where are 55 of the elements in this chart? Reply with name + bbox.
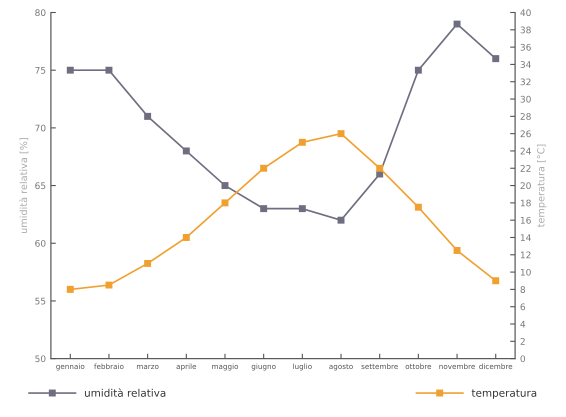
y2-tick-label: 18: [520, 200, 531, 206]
y2-tick-label: 6: [520, 303, 526, 310]
y2-tick-label: 20: [520, 182, 531, 190]
point: [66, 286, 74, 293]
y2-tick-label: 34: [520, 61, 531, 68]
point: [105, 66, 112, 74]
point: [492, 55, 500, 62]
y2-tick-label: 10: [520, 268, 531, 276]
point: [105, 282, 112, 289]
y-tick-label: 50: [35, 355, 46, 362]
y-tick-label: 70: [35, 124, 46, 132]
y2-tick-label: 32: [520, 78, 531, 86]
y2-tick-label: 26: [520, 130, 531, 138]
y2-tick-label: 30: [520, 96, 531, 103]
y2-tick-label: 40: [520, 9, 531, 16]
point: [66, 66, 74, 74]
point: [454, 246, 461, 254]
point: [338, 216, 344, 224]
point: [492, 277, 500, 284]
legend-label: temperatura: [472, 389, 536, 399]
y2-axis-title: temperatura [°C]: [536, 144, 546, 228]
y-tick-label: 65: [35, 182, 46, 190]
y2-tick-label: 14: [520, 234, 531, 241]
y-tick-label: 80: [35, 9, 46, 16]
point: [260, 164, 268, 172]
y2-tick-label: 28: [520, 113, 531, 120]
point: [222, 199, 228, 206]
y2-tick-label: 38: [520, 26, 531, 34]
y2-tick-label: 8: [520, 286, 526, 293]
y-tick-label: 55: [35, 298, 46, 304]
y2-tick-label: 4: [520, 320, 526, 328]
point: [298, 205, 306, 212]
y2-tick-label: 36: [520, 44, 531, 51]
point: [454, 20, 461, 28]
point: [298, 138, 306, 146]
point: [338, 130, 344, 138]
y-axis-title: umidità relativa [%]: [19, 138, 28, 234]
point: [260, 205, 268, 212]
y2-tick-label: 2: [520, 338, 525, 345]
point: [414, 204, 422, 211]
y-tick-label: 75: [35, 67, 46, 74]
point: [222, 182, 228, 190]
y2-tick-label: 16: [520, 216, 531, 224]
y2-tick-label: 24: [520, 148, 531, 154]
point: [414, 66, 422, 74]
point: [144, 112, 152, 120]
y-tick-label: 60: [35, 240, 46, 247]
y2-tick-label: 22: [520, 164, 531, 172]
y2-tick-label: 12: [520, 252, 531, 258]
point: [144, 260, 152, 267]
legend-label: umidità relativa: [84, 388, 166, 397]
point: [182, 147, 190, 154]
point: [376, 164, 384, 172]
y2-tick-label: 0: [520, 355, 526, 362]
point: [182, 234, 190, 241]
